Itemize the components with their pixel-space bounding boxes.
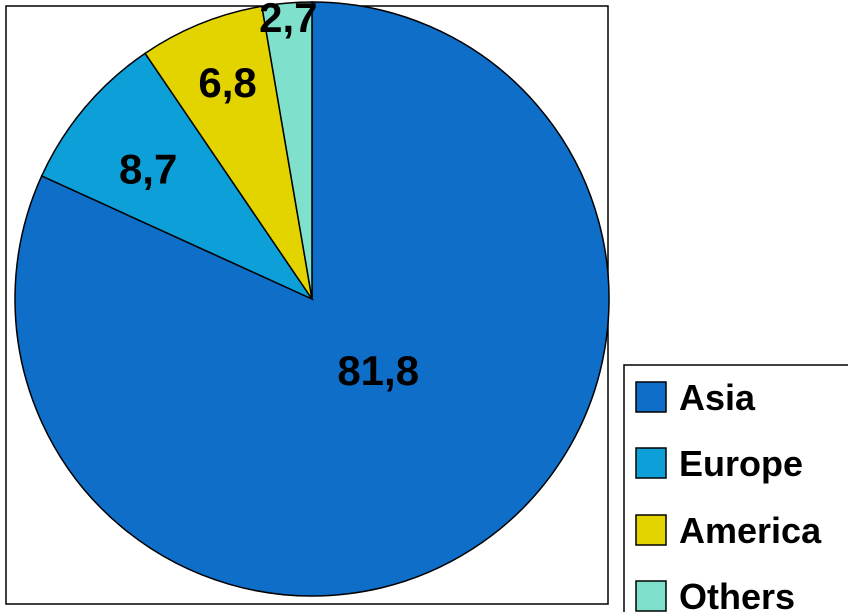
pie-slice-others	[260, 1, 313, 300]
legend-swatch-others	[635, 580, 667, 612]
data-label-america: 6,8	[198, 59, 256, 106]
legend-label-others: Others	[679, 576, 795, 612]
legend-swatch-asia	[635, 381, 667, 413]
data-label-asia: 81,8	[337, 347, 419, 394]
legend-swatch-america	[635, 514, 667, 546]
legend-label-asia: Asia	[679, 377, 756, 418]
pie-data-labels: 81,8 8,7 6,82,7	[119, 0, 419, 394]
pie-slice-asia	[14, 1, 610, 597]
legend-label-america: America	[679, 510, 822, 551]
data-label-europe: 8,7	[119, 146, 177, 193]
legend: Asia Europe America Others	[623, 364, 848, 612]
data-label-others: 2,7	[259, 0, 317, 41]
pie-slice-america	[144, 5, 313, 300]
legend-swatch-europe	[635, 447, 667, 479]
pie-slices	[14, 1, 610, 597]
legend-label-europe: Europe	[679, 443, 803, 484]
pie-slice-europe	[40, 52, 315, 301]
